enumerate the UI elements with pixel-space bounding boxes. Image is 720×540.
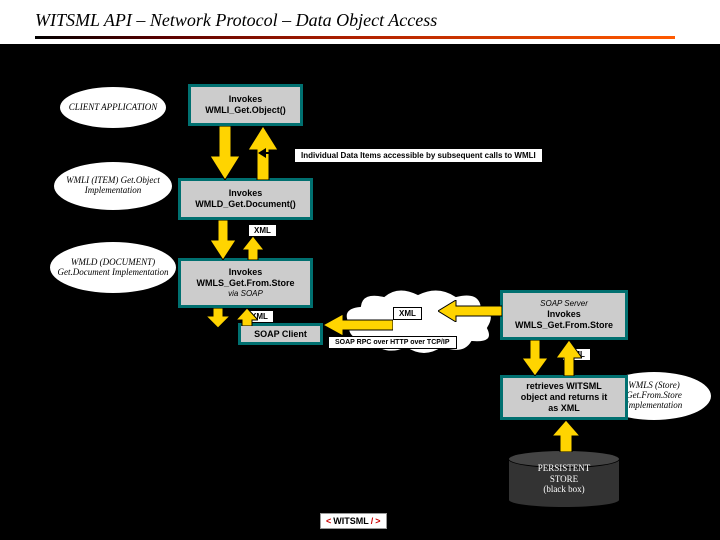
label-xml-2: XML xyxy=(393,307,422,320)
callout-pointer-1-head xyxy=(258,148,266,158)
box-line: Invokes xyxy=(229,94,263,105)
box-invokes-wmli: Invokes WMLI_Get.Object() xyxy=(188,84,303,126)
ellipse-label: CLIENT APPLICATION xyxy=(69,103,158,113)
arrow-up-server xyxy=(556,340,582,376)
box-line: WMLS_Get.From.Store xyxy=(515,320,613,331)
store-label: PERSISTENT STORE (black box) xyxy=(538,463,591,494)
logo-text: WITSML xyxy=(333,516,369,526)
callout-text: Individual Data Items accessible by subs… xyxy=(301,151,536,160)
box-line: retrieves WITSML object and returns it a… xyxy=(521,381,608,413)
box-invokes-wmls-soap: Invokes WMLS_Get.From.Store via SOAP xyxy=(178,258,313,308)
callout-soap-rpc: SOAP RPC over HTTP over TCP/IP xyxy=(328,336,457,349)
callout-text: SOAP RPC over HTTP over TCP/IP xyxy=(335,339,450,346)
ellipse-wmld-impl: WMLD (DOCUMENT) Get.Document Implementat… xyxy=(48,240,178,295)
witsml-logo: < WITSML / > xyxy=(320,513,387,529)
arrow-left-server xyxy=(438,300,502,322)
box-line: via SOAP xyxy=(228,289,263,299)
arrow-up-store xyxy=(552,420,580,452)
arrow-down-server xyxy=(522,340,548,376)
arrow-down-1 xyxy=(210,126,240,180)
box-line: Invokes xyxy=(229,267,263,278)
arrow-down-3 xyxy=(206,308,230,328)
ellipse-label: WMLI (ITEM) Get.Object Implementation xyxy=(58,176,168,196)
arrow-up-3a xyxy=(236,308,258,326)
box-line: WMLD_Get.Document() xyxy=(195,199,296,210)
arrow-up-2a xyxy=(242,236,264,260)
ellipse-wmli-impl: WMLI (ITEM) Get.Object Implementation xyxy=(52,160,174,212)
persistent-store-cylinder: PERSISTENT STORE (black box) xyxy=(508,450,620,508)
box-line: SOAP Server xyxy=(540,299,588,309)
logo-bracket-icon: > xyxy=(375,516,380,526)
ellipse-label: WMLD (DOCUMENT) Get.Document Implementat… xyxy=(54,258,172,278)
page-title: WITSML API – Network Protocol – Data Obj… xyxy=(35,10,437,31)
arrow-down-2 xyxy=(210,220,236,260)
box-line: WMLI_Get.Object() xyxy=(205,105,286,116)
box-line: Invokes xyxy=(547,309,581,320)
box-retrieves: retrieves WITSML object and returns it a… xyxy=(500,375,628,420)
callout-pointer-1 xyxy=(264,152,294,154)
box-soap-client: SOAP Client xyxy=(238,323,323,345)
title-underline xyxy=(35,36,675,39)
box-invokes-wmld: Invokes WMLD_Get.Document() xyxy=(178,178,313,220)
box-line: SOAP Client xyxy=(254,329,307,340)
box-line: WMLS_Get.From.Store xyxy=(196,278,294,289)
callout-individual-items: Individual Data Items accessible by subs… xyxy=(294,148,543,163)
logo-slash-icon: / xyxy=(371,516,374,526)
box-line: Invokes xyxy=(229,188,263,199)
ellipse-client-application: CLIENT APPLICATION xyxy=(58,85,168,130)
arrow-left-cloud xyxy=(323,314,393,336)
box-soap-server: SOAP Server Invokes WMLS_Get.From.Store xyxy=(500,290,628,340)
logo-bracket-icon: < xyxy=(326,516,331,526)
